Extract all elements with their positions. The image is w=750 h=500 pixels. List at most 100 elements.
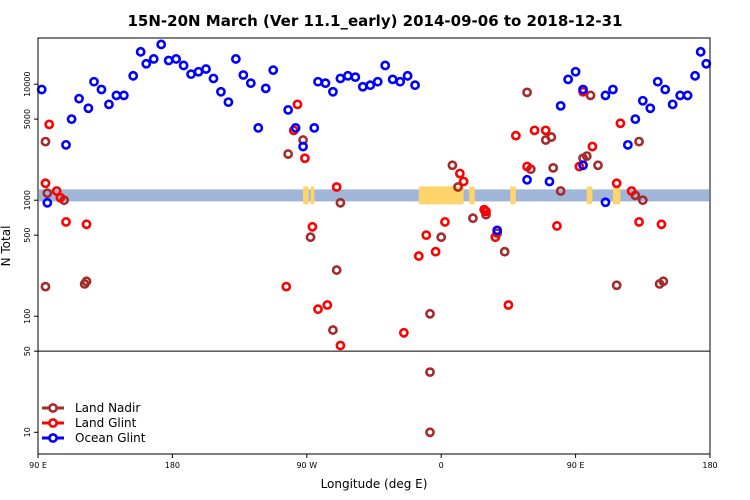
ocean-glint-point xyxy=(387,74,398,85)
land-glint-point xyxy=(587,141,598,152)
land-nadir-point xyxy=(611,280,622,291)
ocean-glint-point xyxy=(36,84,47,95)
ocean-glint-point xyxy=(230,54,241,64)
ocean-glint-point xyxy=(290,122,301,133)
ocean-glint-point xyxy=(492,225,503,236)
land-glint-point xyxy=(331,182,342,192)
land-band-segment xyxy=(469,186,475,205)
land-nadir-point xyxy=(283,149,294,159)
land-nadir-point xyxy=(335,197,346,208)
ocean-glint-point xyxy=(141,58,152,69)
y-tick-label: 10000 xyxy=(23,71,32,96)
land-nadir-point xyxy=(658,276,669,287)
x-axis-label: Longitude (deg E) xyxy=(321,477,428,491)
ocean-glint-point xyxy=(555,100,566,111)
ocean-glint-point xyxy=(74,93,84,104)
plot-area-frame xyxy=(37,37,711,455)
ocean-glint-point xyxy=(83,103,94,114)
land-glint-point xyxy=(510,130,521,141)
ocean-glint-point xyxy=(104,99,114,110)
legend-marker-ocean-glint xyxy=(48,433,58,443)
land-nadir-point xyxy=(331,265,342,275)
land-glint-point xyxy=(322,300,333,310)
land-nadir-point xyxy=(546,132,557,142)
y-tick-label: 5000 xyxy=(23,109,32,129)
ocean-glint-point xyxy=(402,70,413,81)
land-glint-point xyxy=(626,186,637,196)
ocean-glint-point xyxy=(701,58,712,69)
ocean-glint-point xyxy=(600,90,611,101)
land-nadir-point xyxy=(593,160,603,171)
ocean-glint-point xyxy=(253,122,264,133)
land-glint-point xyxy=(335,340,346,351)
ocean-band xyxy=(39,189,709,202)
y-axis: 10 50 100 500 1000 5000 10000 xyxy=(23,71,38,437)
land-glint-point xyxy=(552,221,562,231)
ocean-glint-point xyxy=(608,84,618,95)
ocean-glint-point xyxy=(695,46,706,57)
legend-label-land-nadir: Land Nadir xyxy=(75,401,140,415)
ocean-glint-point xyxy=(171,54,182,64)
ocean-glint-point xyxy=(622,139,633,150)
ocean-glint-point xyxy=(135,46,146,57)
ocean-glint-point xyxy=(637,95,648,106)
land-glint-point xyxy=(481,206,491,217)
legend-label-ocean-glint: Ocean Glint xyxy=(75,431,146,445)
ocean-glint-point xyxy=(690,70,700,81)
land-glint-point xyxy=(292,99,303,110)
land-glint-point xyxy=(611,178,622,189)
ocean-glint-point xyxy=(118,90,129,101)
ocean-glint-point xyxy=(193,66,204,77)
y-tick-label: 1000 xyxy=(23,190,32,210)
ocean-glint-point xyxy=(365,80,376,91)
land-nadir-point xyxy=(453,182,463,192)
land-glint-point xyxy=(454,168,465,179)
land-glint-point xyxy=(398,327,409,338)
x-axis: 90 E 180 90 W 0 90 E 180 xyxy=(29,454,718,470)
ocean-glint-point xyxy=(96,84,107,95)
ocean-glint-point xyxy=(208,73,219,84)
ocean-glint-point xyxy=(630,114,641,125)
land-band-segment xyxy=(310,186,315,205)
ocean-glint-point xyxy=(342,70,353,81)
ocean-glint-point xyxy=(357,81,368,92)
ocean-glint-point xyxy=(245,78,256,89)
ocean-glint-point xyxy=(522,174,532,185)
x-tick-label: 90 W xyxy=(296,461,317,470)
y-tick-label: 100 xyxy=(23,309,32,324)
land-glint-point xyxy=(281,281,292,292)
ocean-glint-point xyxy=(89,76,99,87)
legend-marker-land-glint xyxy=(48,418,58,428)
ocean-glint-point xyxy=(42,197,53,208)
land-nadir-point xyxy=(468,213,478,224)
land-glint-point xyxy=(430,246,441,257)
land-glint-point xyxy=(44,119,55,130)
ocean-glint-point xyxy=(660,84,671,95)
x-tick-label: 90 E xyxy=(567,461,585,470)
ocean-glint-point xyxy=(156,39,167,50)
land-nadir-point xyxy=(425,308,435,319)
ocean-glint-point xyxy=(544,176,555,187)
land-glint-point xyxy=(313,304,323,315)
land-nadir-point xyxy=(436,232,447,243)
land-glint-point xyxy=(307,221,318,232)
ocean-glint-point xyxy=(238,70,249,80)
ocean-glint-point xyxy=(216,86,226,97)
land-glint-point xyxy=(634,217,644,227)
ocean-glint-point xyxy=(410,80,420,91)
land-glint-point xyxy=(61,217,71,227)
land-glint-point xyxy=(413,251,424,261)
y-tick-label: 10 xyxy=(23,427,32,437)
ocean-glint-point xyxy=(395,76,406,87)
y-axis-label: N Total xyxy=(0,226,13,267)
land-glint-point xyxy=(522,161,532,172)
land-glint-point xyxy=(40,178,51,189)
y-tick-label: 50 xyxy=(23,346,32,356)
land-nadir-point xyxy=(522,87,532,98)
land-nadir-point xyxy=(425,427,435,438)
land-band-segment xyxy=(303,186,309,205)
land-glint-point xyxy=(55,192,66,203)
ocean-glint-point xyxy=(600,197,611,208)
